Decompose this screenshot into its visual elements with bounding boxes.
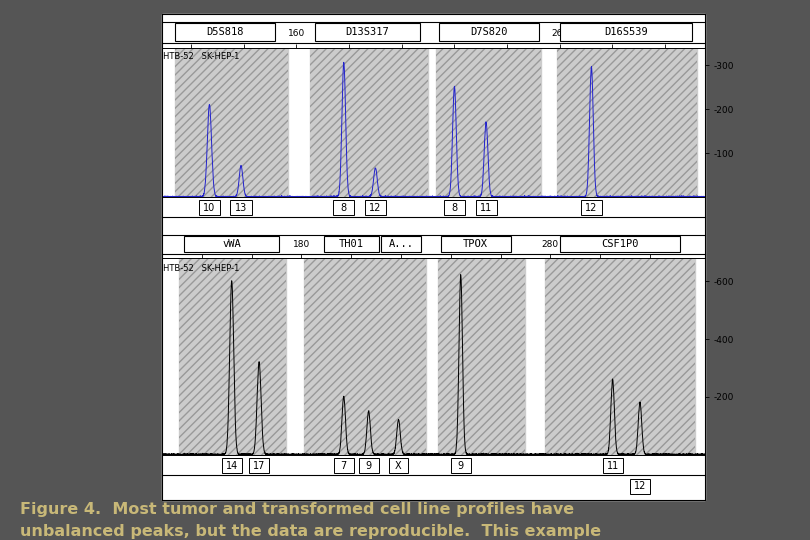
Bar (557, 48, 697, 197)
Bar (175, 48, 288, 197)
Bar (389, 458, 408, 473)
Text: X: X (395, 461, 402, 471)
Bar (364, 200, 386, 215)
Text: 12: 12 (369, 202, 382, 213)
Bar (560, 23, 692, 42)
Text: D13S317: D13S317 (346, 28, 390, 37)
Text: 17: 17 (253, 461, 266, 471)
Bar (444, 200, 465, 215)
Bar (441, 237, 510, 252)
Bar (231, 200, 252, 215)
Bar (333, 200, 354, 215)
Text: TPOX: TPOX (463, 239, 488, 249)
Text: 9: 9 (458, 461, 464, 471)
Bar (249, 458, 269, 473)
Bar (545, 258, 695, 455)
Text: D5S818: D5S818 (207, 28, 244, 37)
Bar (436, 48, 541, 197)
Bar (439, 23, 539, 42)
Bar (175, 48, 288, 197)
Bar (309, 48, 428, 197)
Bar (381, 237, 421, 252)
Text: TH01: TH01 (339, 239, 364, 249)
Text: 7: 7 (340, 461, 347, 471)
Bar (545, 258, 695, 455)
Bar (475, 200, 497, 215)
Text: 9: 9 (365, 461, 372, 471)
Text: 13: 13 (235, 202, 247, 213)
Text: D7S820: D7S820 (470, 28, 507, 37)
Text: 8: 8 (451, 202, 458, 213)
Text: Figure 4.  Most tumor and transformed cell line profiles have
unbalanced peaks, : Figure 4. Most tumor and transformed cel… (20, 502, 601, 540)
Text: 11: 11 (480, 202, 492, 213)
Bar (451, 458, 471, 473)
Bar (315, 23, 420, 42)
Bar (359, 458, 378, 473)
Bar (438, 258, 526, 455)
Text: D16S539: D16S539 (603, 28, 647, 37)
Text: 12: 12 (633, 481, 646, 491)
Text: vWA: vWA (222, 239, 241, 249)
Text: HTB-52   SK-HEP-1: HTB-52 SK-HEP-1 (164, 52, 240, 61)
Text: 14: 14 (225, 461, 238, 471)
Bar (304, 258, 426, 455)
Text: 12: 12 (586, 202, 598, 213)
Bar (304, 258, 426, 455)
Text: CSF1P0: CSF1P0 (601, 239, 639, 249)
Bar (436, 48, 541, 197)
Bar (603, 458, 623, 473)
Text: HTB-52   SK-HEP-1: HTB-52 SK-HEP-1 (164, 264, 240, 273)
Bar (180, 258, 287, 455)
Bar (561, 237, 680, 252)
Text: 8: 8 (341, 202, 347, 213)
Bar (175, 23, 275, 42)
Bar (630, 478, 650, 494)
Bar (324, 237, 378, 252)
Bar (199, 200, 220, 215)
Text: 10: 10 (203, 202, 215, 213)
Bar (581, 200, 602, 215)
Bar (334, 458, 354, 473)
Bar (309, 48, 428, 197)
Bar (180, 258, 287, 455)
Text: 11: 11 (607, 461, 619, 471)
Text: A...: A... (389, 239, 413, 249)
Bar (185, 237, 279, 252)
Bar (438, 258, 526, 455)
Bar (222, 458, 241, 473)
Bar (557, 48, 697, 197)
